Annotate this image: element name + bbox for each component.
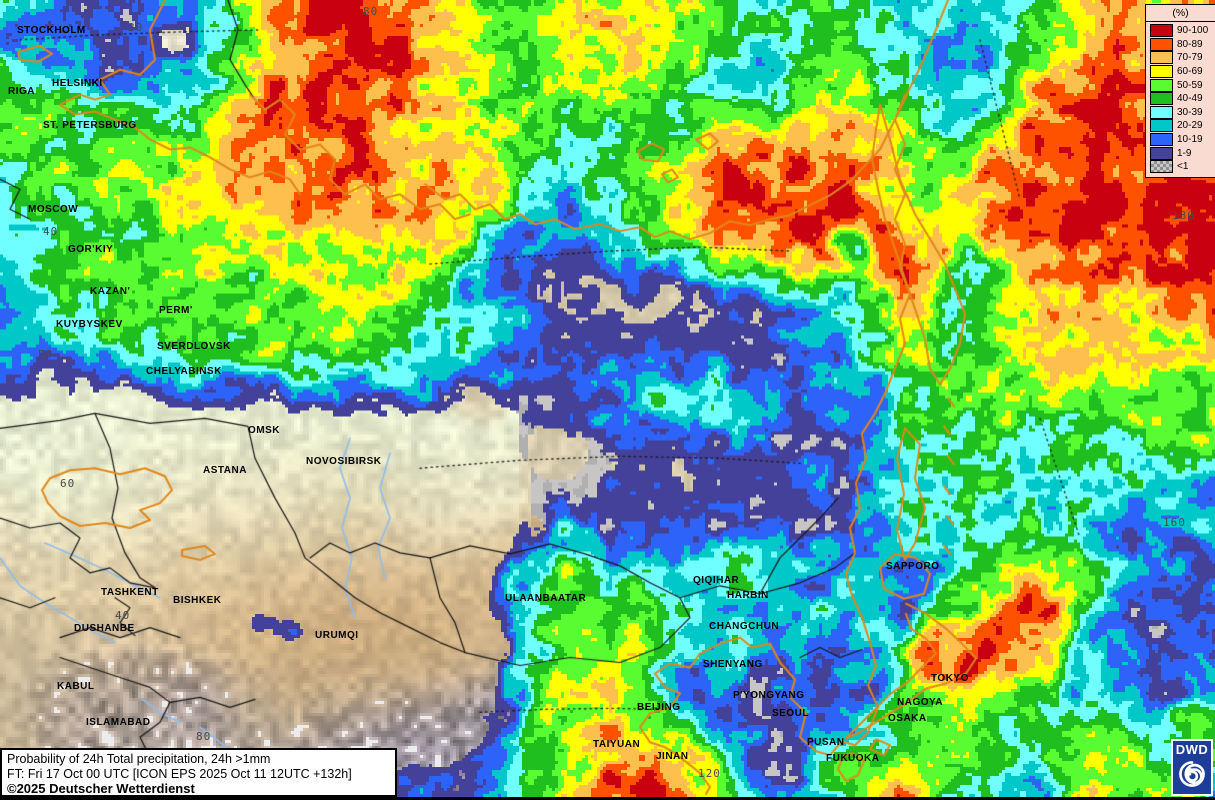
legend-bin-label: 1-9 (1177, 147, 1192, 159)
legend-bin-label: 60-69 (1177, 66, 1203, 78)
legend-swatch (1150, 160, 1173, 174)
legend-row: <1 (1146, 160, 1215, 174)
map-title: Probability of 24h Total precipitation, … (7, 752, 271, 766)
legend-rows: 90-100 80-89 70-79 60-69 50-59 40-49 30-39 20-2… (1146, 24, 1215, 174)
legend-bin-label: <1 (1177, 161, 1189, 173)
legend-swatch (1150, 105, 1173, 119)
legend-swatch (1150, 92, 1173, 106)
legend-bin-label: 20-29 (1177, 120, 1203, 132)
dwd-logo-text: DWD (1175, 742, 1209, 757)
legend-row: 1-9 (1146, 146, 1215, 160)
legend-row: 50-59 (1146, 78, 1215, 92)
legend-bin-label: 50-59 (1177, 79, 1203, 91)
legend-unit: (%) (1146, 6, 1215, 22)
dwd-logo: DWD (1171, 739, 1213, 796)
legend-swatch (1150, 51, 1173, 65)
legend-bin-label: 80-89 (1177, 38, 1203, 50)
legend-row: 20-29 (1146, 119, 1215, 133)
legend-bin-label: 30-39 (1177, 106, 1203, 118)
legend-swatch (1150, 65, 1173, 79)
legend-swatch (1150, 133, 1173, 147)
legend-swatch (1150, 24, 1173, 38)
legend-swatch (1150, 119, 1173, 133)
legend-bin-label: 10-19 (1177, 134, 1203, 146)
legend: (%) 90-100 80-89 70-79 60-69 50-59 40-49 30-39… (1145, 4, 1215, 178)
forecast-time: FT: Fri 17 Oct 00 UTC [ICON EPS 2025 Oct… (7, 766, 352, 781)
dwd-spiral-icon (1179, 761, 1205, 787)
legend-row: 40-49 (1146, 92, 1215, 106)
copyright: ©2025 Deutscher Wetterdienst (7, 781, 195, 796)
legend-row: 30-39 (1146, 105, 1215, 120)
legend-swatch (1150, 37, 1173, 51)
legend-swatch (1150, 78, 1173, 92)
legend-bin-label: 90-100 (1177, 25, 1209, 37)
legend-bin-label: 40-49 (1177, 93, 1203, 105)
legend-row: 60-69 (1146, 65, 1215, 79)
legend-bin-label: 70-79 (1177, 52, 1203, 64)
legend-swatch (1150, 146, 1173, 160)
legend-row: 90-100 (1146, 24, 1215, 38)
legend-row: 70-79 (1146, 51, 1215, 65)
info-bar: Probability of 24h Total precipitation, … (0, 748, 397, 797)
bottom-border (0, 797, 1215, 800)
legend-row: 80-89 (1146, 37, 1215, 52)
legend-row: 10-19 (1146, 133, 1215, 147)
